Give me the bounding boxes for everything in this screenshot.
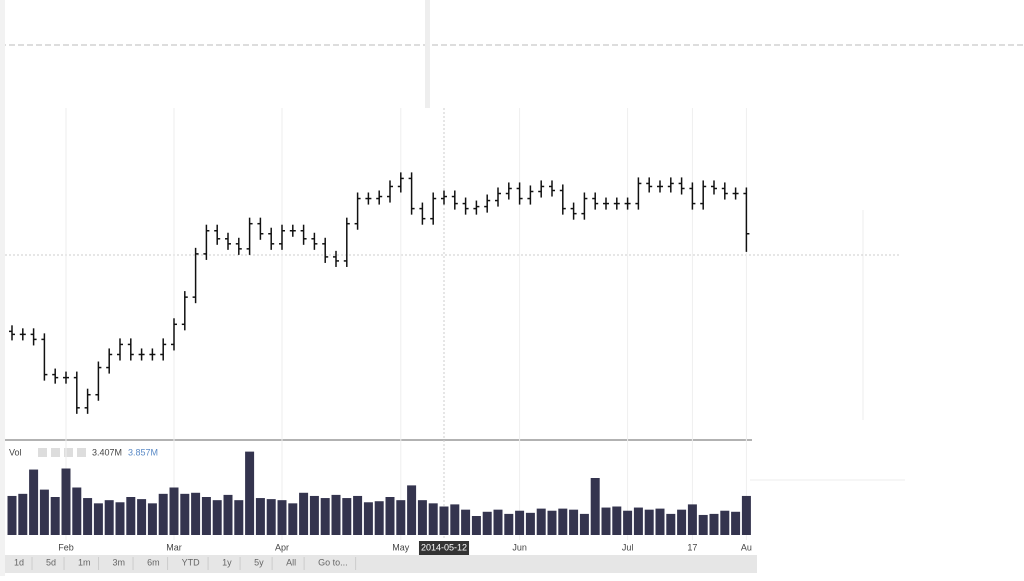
volume-bar bbox=[115, 502, 125, 535]
volume-bar bbox=[18, 493, 28, 535]
range-button[interactable]: All bbox=[286, 557, 296, 567]
x-tick-label: Au bbox=[741, 542, 752, 552]
volume-readout: 3.857M bbox=[128, 447, 158, 457]
volume-bar bbox=[169, 487, 179, 535]
volume-bar bbox=[137, 499, 147, 535]
volume-bar bbox=[666, 513, 676, 535]
volume-bar bbox=[525, 512, 535, 535]
volume-bar bbox=[428, 503, 438, 535]
volume-bar bbox=[417, 500, 427, 535]
range-button[interactable]: 1m bbox=[78, 557, 91, 567]
crosshair-label: 2014-05-12 bbox=[421, 542, 467, 552]
volume-bar bbox=[104, 500, 114, 535]
volume-bar bbox=[407, 485, 417, 535]
volume-bar bbox=[687, 504, 697, 535]
volume-bar bbox=[39, 489, 49, 535]
volume-bar bbox=[536, 508, 546, 535]
volume-bar bbox=[709, 513, 719, 535]
volume-bar bbox=[50, 497, 60, 535]
volume-bar bbox=[644, 509, 654, 535]
volume-bar bbox=[234, 500, 244, 535]
volume-bar bbox=[547, 510, 557, 535]
volume-bar bbox=[515, 510, 525, 535]
volume-bar bbox=[342, 498, 352, 535]
range-button[interactable]: 5y bbox=[254, 557, 264, 567]
volume-bar bbox=[288, 503, 298, 535]
volume-bar bbox=[720, 510, 730, 535]
range-bar bbox=[5, 555, 757, 573]
volume-bar bbox=[569, 509, 579, 535]
volume-bar bbox=[461, 509, 471, 535]
volume-bar bbox=[590, 478, 600, 535]
volume-bar bbox=[147, 503, 157, 535]
volume-bar bbox=[266, 499, 276, 535]
volume-bar bbox=[180, 493, 190, 535]
volume-bar bbox=[579, 513, 589, 535]
crosshair-label-bg bbox=[418, 541, 470, 555]
volume-bar bbox=[741, 495, 751, 535]
volume-bar bbox=[655, 508, 665, 535]
volume-bar bbox=[439, 506, 449, 535]
volume-bar bbox=[363, 502, 373, 535]
volume-bar bbox=[29, 469, 39, 535]
volume-bar bbox=[320, 498, 330, 535]
volume-bar bbox=[223, 494, 233, 535]
top-divider bbox=[425, 0, 430, 108]
x-tick-label: Apr bbox=[275, 542, 289, 552]
volume-bar bbox=[558, 508, 568, 535]
volume-bar bbox=[72, 487, 82, 535]
volume-bar bbox=[277, 500, 287, 535]
volume-bar bbox=[7, 495, 17, 535]
volume-label: Vol bbox=[9, 447, 22, 457]
x-tick-label: Feb bbox=[58, 542, 74, 552]
volume-bar bbox=[731, 511, 741, 535]
volume-bar bbox=[374, 501, 384, 535]
volume-bar bbox=[331, 494, 341, 535]
volume-bar bbox=[245, 451, 255, 535]
volume-bar bbox=[698, 514, 708, 535]
volume-bar bbox=[93, 503, 103, 535]
volume-bar bbox=[633, 507, 643, 535]
volume-bar bbox=[396, 500, 406, 535]
volume-bar bbox=[385, 497, 395, 535]
volume-bar bbox=[126, 497, 136, 535]
range-button[interactable]: 1y bbox=[222, 557, 232, 567]
volume-bar bbox=[612, 506, 622, 535]
volume-icons bbox=[38, 448, 86, 457]
volume-bar bbox=[61, 468, 71, 535]
volume-bar bbox=[158, 493, 168, 535]
top-panel bbox=[0, 0, 1024, 108]
volume-bar bbox=[309, 495, 319, 535]
volume-bar bbox=[201, 497, 211, 535]
x-tick-label: Jun bbox=[512, 542, 527, 552]
range-button[interactable]: 3m bbox=[113, 557, 126, 567]
volume-bar bbox=[471, 516, 481, 535]
x-tick-label: May bbox=[392, 542, 410, 552]
volume-bar bbox=[299, 492, 309, 535]
volume-bar bbox=[482, 511, 492, 535]
range-button[interactable]: 6m bbox=[147, 557, 160, 567]
range-button[interactable]: YTD bbox=[182, 557, 201, 567]
range-button[interactable]: 5d bbox=[46, 557, 56, 567]
volume-bar bbox=[191, 492, 201, 535]
volume-bar bbox=[353, 495, 363, 535]
range-button[interactable]: 1d bbox=[14, 557, 24, 567]
volume-bar bbox=[493, 509, 503, 535]
volume-bar bbox=[83, 498, 93, 535]
x-tick-label: Jul bbox=[622, 542, 634, 552]
volume-bar bbox=[255, 498, 265, 535]
volume-bar bbox=[677, 509, 687, 535]
volume-bar bbox=[212, 500, 222, 535]
volume-bar bbox=[504, 513, 514, 535]
volume-bar bbox=[623, 510, 633, 535]
x-tick-label: Mar bbox=[166, 542, 182, 552]
volume-readout: 3.407M bbox=[92, 447, 122, 457]
volume-bar bbox=[450, 504, 460, 535]
left-edge bbox=[0, 0, 5, 576]
range-button[interactable]: Go to... bbox=[318, 557, 348, 567]
volume-bar bbox=[601, 507, 611, 535]
x-tick-label: 17 bbox=[687, 542, 697, 552]
